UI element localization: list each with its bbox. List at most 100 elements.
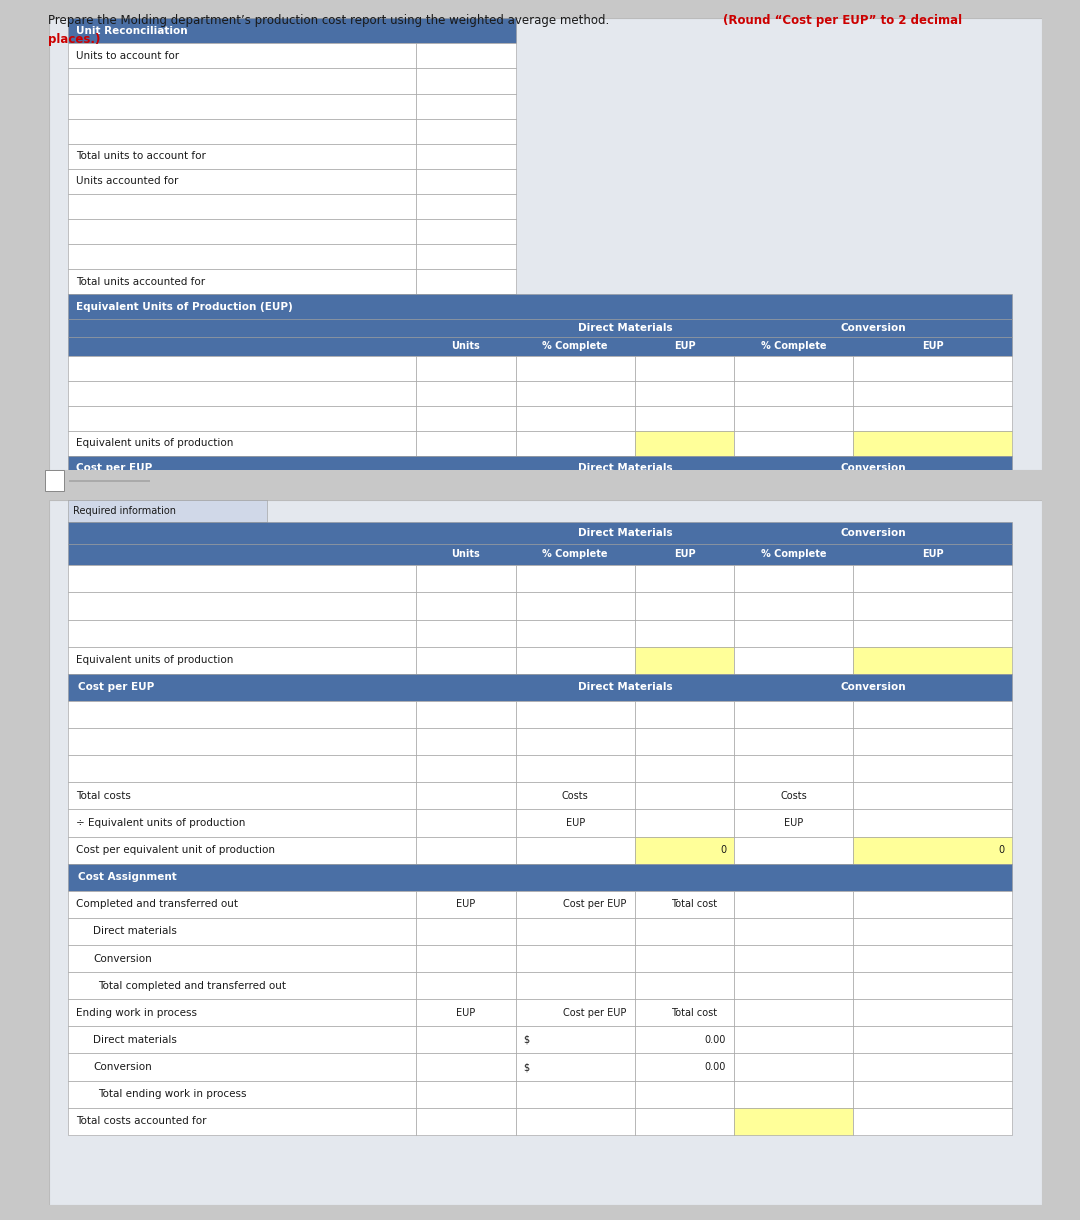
Bar (416, 270, 515, 294)
Bar (635, 809, 734, 837)
Bar (853, 1054, 1012, 1081)
Bar (68, 456, 1012, 481)
Bar (635, 1054, 734, 1081)
Bar (853, 565, 1012, 593)
Bar (515, 406, 635, 431)
Bar (734, 728, 853, 755)
Bar (734, 355, 853, 381)
Bar (515, 355, 635, 381)
Bar (635, 728, 734, 755)
Bar (68, 673, 1012, 702)
Text: Cost per equivalent unit of production: Cost per equivalent unit of production (77, 845, 275, 855)
Bar (416, 946, 515, 972)
Bar (416, 144, 515, 168)
Bar (68, 294, 1012, 320)
Text: $: $ (524, 1063, 529, 1072)
Bar (853, 972, 1012, 999)
Bar (515, 647, 635, 673)
Bar (853, 999, 1012, 1026)
Bar (515, 593, 635, 620)
Bar (68, 337, 1012, 355)
Bar (734, 891, 853, 917)
Bar (416, 506, 515, 531)
Bar (416, 194, 515, 218)
Bar (515, 506, 635, 531)
Bar (635, 593, 734, 620)
Text: Direct materials: Direct materials (93, 1035, 177, 1044)
Text: Total units accounted for: Total units accounted for (77, 277, 205, 287)
Bar (734, 999, 853, 1026)
Bar (853, 728, 1012, 755)
Bar (68, 381, 416, 406)
Bar (853, 782, 1012, 809)
Text: 0.00: 0.00 (705, 1063, 726, 1072)
Bar (635, 946, 734, 972)
Bar (734, 1081, 853, 1108)
Text: Equivalent units of production: Equivalent units of production (77, 438, 233, 449)
Bar (68, 522, 1012, 544)
Bar (68, 917, 416, 946)
Bar (734, 620, 853, 647)
Text: Costs: Costs (781, 791, 807, 800)
Text: 0.00: 0.00 (705, 1035, 726, 1044)
Bar (734, 593, 853, 620)
Bar (515, 381, 635, 406)
Text: % Complete: % Complete (542, 342, 608, 351)
Bar (416, 999, 515, 1026)
Bar (416, 809, 515, 837)
Text: Conversion: Conversion (840, 528, 906, 538)
Bar (68, 544, 1012, 565)
Bar (853, 946, 1012, 972)
Bar (734, 917, 853, 946)
Bar (68, 1108, 416, 1135)
Bar (515, 1081, 635, 1108)
Bar (734, 1026, 853, 1054)
Text: Cost per EUP: Cost per EUP (79, 682, 154, 692)
Bar (68, 500, 267, 522)
Text: Cost per EUP: Cost per EUP (564, 1008, 626, 1017)
Bar (416, 917, 515, 946)
Bar (416, 68, 515, 94)
Bar (416, 355, 515, 381)
Bar (416, 593, 515, 620)
Bar (416, 1081, 515, 1108)
Bar (416, 168, 515, 194)
Bar (68, 593, 416, 620)
Bar (734, 809, 853, 837)
Text: Cost Assignment: Cost Assignment (79, 872, 177, 882)
Text: $: $ (524, 1035, 529, 1044)
Bar (416, 647, 515, 673)
Text: EUP: EUP (784, 817, 804, 828)
Text: EUP: EUP (922, 342, 944, 351)
Bar (734, 647, 853, 673)
Bar (515, 431, 635, 456)
Bar (515, 809, 635, 837)
Bar (734, 702, 853, 728)
Bar (734, 381, 853, 406)
Bar (68, 809, 416, 837)
Bar (853, 355, 1012, 381)
Bar (734, 1108, 853, 1135)
Bar (515, 481, 635, 506)
Text: Conversion: Conversion (93, 1063, 152, 1072)
Bar (635, 506, 734, 531)
Text: 0: 0 (998, 845, 1004, 855)
Text: Direct Materials: Direct Materials (578, 464, 672, 473)
Bar (416, 244, 515, 270)
Bar (635, 702, 734, 728)
Bar (68, 782, 416, 809)
Bar (515, 620, 635, 647)
Bar (68, 1026, 416, 1054)
Text: EUP: EUP (674, 342, 696, 351)
Bar (68, 355, 416, 381)
Text: Direct materials: Direct materials (93, 926, 177, 937)
Text: Conversion: Conversion (840, 323, 906, 333)
Bar (416, 728, 515, 755)
Bar (635, 647, 734, 673)
Text: Equivalent Units of Production (EUP): Equivalent Units of Production (EUP) (77, 301, 293, 311)
Bar (416, 972, 515, 999)
Text: EUP: EUP (674, 549, 696, 560)
Text: ÷ Equivalent units of production: ÷ Equivalent units of production (77, 817, 246, 828)
Text: Total costs accounted for: Total costs accounted for (77, 1116, 207, 1126)
Bar (853, 891, 1012, 917)
